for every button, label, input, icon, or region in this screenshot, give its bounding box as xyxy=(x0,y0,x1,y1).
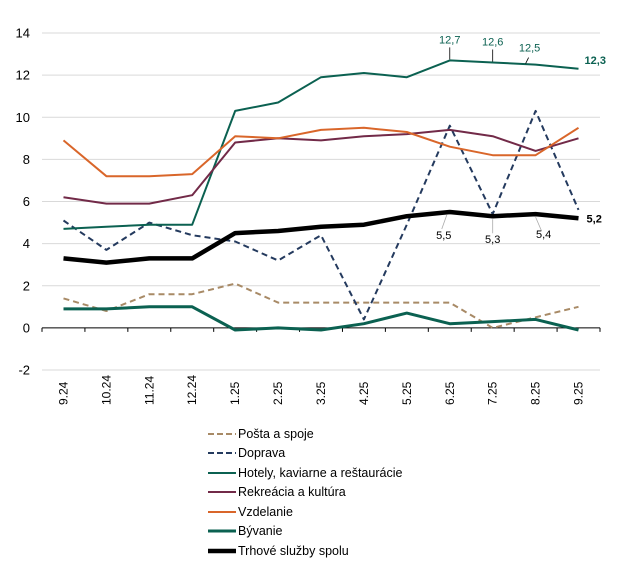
legend-label: Doprava xyxy=(238,446,286,461)
data-label: 12,5 xyxy=(519,43,540,55)
data-label: 5,3 xyxy=(485,234,500,246)
legend-item: Vzdelanie xyxy=(208,502,402,522)
data-label: 12,7 xyxy=(439,34,460,46)
legend: Pošta a spoje Doprava Hotely, kaviarne a r… xyxy=(208,424,402,561)
legend-item: Rekreácia a kultúra xyxy=(208,483,402,503)
series-line-hotely-kaviarne-a-restauracie xyxy=(63,59,579,230)
data-label-leader xyxy=(441,214,448,230)
series-line-byvanie xyxy=(63,305,579,332)
legend-swatch xyxy=(208,548,236,553)
data-label: 5,2 xyxy=(587,213,602,225)
y-tick-label: 0 xyxy=(23,320,30,335)
data-label: 5,4 xyxy=(536,229,551,241)
x-tick-label: 12.24 xyxy=(185,375,199,405)
x-tick-label: 11.24 xyxy=(142,376,156,405)
legend-item: Bývanie xyxy=(208,522,402,542)
y-axis: -2 0 2 4 6 8 10 12 14 xyxy=(16,26,30,378)
y-tick-label: -2 xyxy=(18,363,30,378)
x-axis: 9.24 10.24 11.24 12.24 1.25 2.25 3.25 4.25 5.25 6… xyxy=(41,327,601,405)
y-tick-label: 6 xyxy=(23,194,30,209)
data-label: 12,6 xyxy=(482,36,503,48)
legend-label: Pošta a spoje xyxy=(238,426,314,441)
legend-label: Rekreácia a kultúra xyxy=(238,485,346,500)
series-line-posta-a-spoje xyxy=(63,282,579,329)
legend-swatch xyxy=(208,432,236,435)
y-tick-label: 8 xyxy=(23,152,30,167)
series-line-rekreacia-a-kultura xyxy=(63,128,579,205)
x-tick-label: 6.25 xyxy=(443,381,457,405)
data-label: 12,3 xyxy=(585,55,606,67)
data-label: 5,5 xyxy=(436,230,451,242)
x-tick-label: 3.25 xyxy=(314,381,328,405)
legend-swatch xyxy=(208,491,236,494)
x-tick-label: 9.24 xyxy=(56,381,70,405)
series-lines xyxy=(62,59,580,332)
legend-swatch xyxy=(208,471,236,474)
legend-label: Hotely, kaviarne a reštaurácie xyxy=(238,465,403,480)
x-tick-label: 9.25 xyxy=(572,381,586,405)
x-tick-label: 1.25 xyxy=(228,381,242,405)
legend-label: Bývanie xyxy=(238,524,283,539)
x-tick-label: 4.25 xyxy=(357,381,371,405)
y-tick-label: 14 xyxy=(16,26,30,41)
x-tick-label: 8.25 xyxy=(529,381,543,405)
legend-item: Doprava xyxy=(208,444,402,464)
x-tick-label: 10.24 xyxy=(99,375,113,405)
legend-item: Hotely, kaviarne a reštaurácie xyxy=(208,463,402,483)
gridlines xyxy=(42,32,600,371)
x-tick-label: 5.25 xyxy=(400,381,414,405)
y-tick-label: 4 xyxy=(23,236,30,251)
line-chart: -2 0 2 4 6 8 10 12 14 9.24 10.24 11.24 12.24 1.25 2.2… xyxy=(16,26,606,406)
series-line-vzdelanie xyxy=(62,126,580,178)
legend-label: Vzdelanie xyxy=(238,504,293,519)
data-label-leader xyxy=(525,57,529,64)
series-line-trhove-sluzby-spolu xyxy=(63,209,579,265)
legend-swatch xyxy=(208,529,236,533)
y-tick-label: 12 xyxy=(16,68,30,83)
legend-label: Trhové služby spolu xyxy=(238,543,349,558)
x-tick-label: 2.25 xyxy=(271,381,285,405)
x-tick-label: 7.25 xyxy=(486,381,500,405)
legend-item: Trhové služby spolu xyxy=(208,541,402,561)
legend-swatch xyxy=(208,452,236,455)
y-tick-label: 2 xyxy=(23,278,30,293)
legend-item: Pošta a spoje xyxy=(208,424,402,444)
y-tick-label: 10 xyxy=(16,110,30,125)
data-label-leader xyxy=(535,216,542,232)
data-labels: 12,7 12,6 12,5 12,3 5,5 5,3 5,4 5,2 xyxy=(436,34,606,246)
legend-swatch xyxy=(208,510,236,513)
